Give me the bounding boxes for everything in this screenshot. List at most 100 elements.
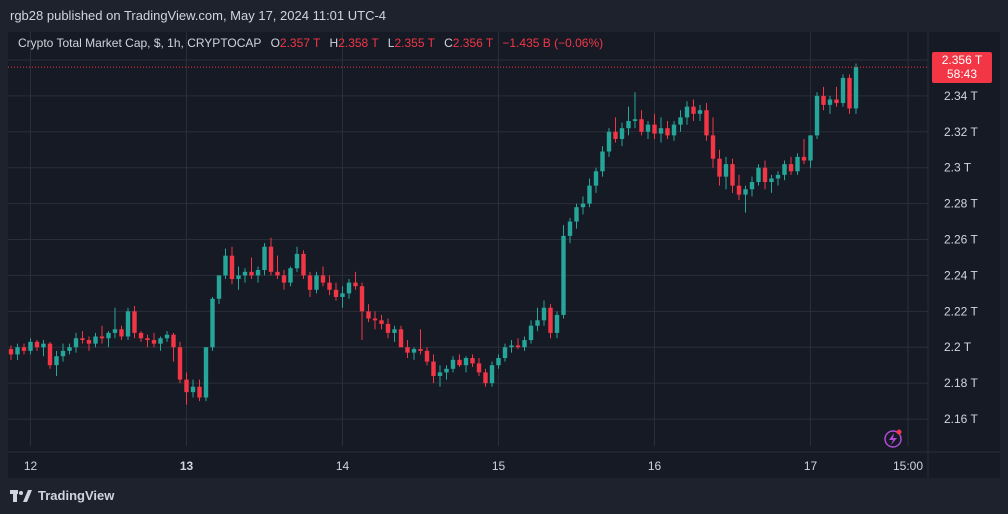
candle xyxy=(730,158,735,193)
bar-countdown: 58:43 xyxy=(946,67,978,81)
change-value: −1.435 B (−0.06%) xyxy=(502,36,604,50)
low-label: L xyxy=(387,36,395,50)
candle xyxy=(392,325,397,342)
candle xyxy=(353,271,358,290)
candle xyxy=(652,113,657,139)
candle xyxy=(684,101,690,125)
open-value: 2.357 T xyxy=(279,36,321,50)
candle xyxy=(262,243,267,276)
candle xyxy=(548,304,553,339)
candle xyxy=(717,149,722,186)
candle xyxy=(541,300,547,326)
candle xyxy=(281,270,287,290)
symbol-name[interactable]: Crypto Total Market Cap, $, 1h, CRYPTOCA… xyxy=(18,36,262,50)
candle xyxy=(463,356,469,373)
candle xyxy=(41,340,46,357)
footer-branding[interactable]: TradingView xyxy=(10,488,114,503)
candle xyxy=(853,63,859,114)
candle xyxy=(626,106,631,136)
candle xyxy=(580,196,586,215)
candle xyxy=(314,271,319,294)
candle xyxy=(574,203,579,229)
candle xyxy=(639,110,644,136)
candle xyxy=(197,379,202,402)
candle xyxy=(788,156,794,175)
candle xyxy=(444,365,449,380)
candle xyxy=(73,332,79,353)
y-tick-label: 2.3 T xyxy=(944,161,972,175)
candle xyxy=(54,350,59,376)
candle xyxy=(249,257,254,280)
footer-brand-text: TradingView xyxy=(38,488,115,503)
candle xyxy=(216,275,222,305)
candle xyxy=(132,305,137,339)
x-tick-label: 15:00 xyxy=(893,459,923,473)
candle xyxy=(600,146,605,177)
candle xyxy=(171,332,176,362)
candle xyxy=(346,279,352,299)
candle xyxy=(86,336,92,351)
candle xyxy=(236,266,241,290)
candle xyxy=(697,104,703,122)
candle xyxy=(268,237,274,276)
candle xyxy=(99,325,105,344)
grid-lines xyxy=(8,32,1000,478)
candle xyxy=(60,343,66,362)
y-tick-label: 2.22 T xyxy=(944,304,978,318)
candle xyxy=(762,160,768,190)
candle xyxy=(522,336,527,351)
candle xyxy=(509,340,514,353)
candle xyxy=(333,282,339,301)
candle xyxy=(645,121,651,139)
candle xyxy=(613,117,618,143)
candle xyxy=(678,110,683,132)
y-tick-label: 2.32 T xyxy=(944,125,978,139)
candlestick-chart[interactable]: 2.16 T 2.18 T 2.2 T 2.22 T 2.24 T 2.26 T 2.28 … xyxy=(8,32,1000,478)
high-value: 2.358 T xyxy=(338,36,379,50)
candle xyxy=(437,365,443,387)
x-tick-label: 15 xyxy=(492,459,506,473)
candle xyxy=(372,311,378,330)
candle xyxy=(15,343,20,360)
last-price-value: 2.356 T xyxy=(941,53,983,67)
candle xyxy=(587,178,592,208)
candle xyxy=(489,361,495,387)
candle xyxy=(658,117,664,143)
candle xyxy=(606,128,612,157)
candle xyxy=(190,379,196,398)
candle xyxy=(801,138,807,165)
x-tick-label: 17 xyxy=(804,459,818,473)
candle xyxy=(847,74,852,114)
candle xyxy=(502,343,508,362)
candle xyxy=(177,341,183,384)
candle xyxy=(158,336,163,351)
candle xyxy=(827,95,833,114)
candle xyxy=(710,117,716,168)
candle xyxy=(93,332,98,348)
high-label: H xyxy=(329,36,339,50)
candle xyxy=(359,282,365,341)
lightning-icon[interactable] xyxy=(884,429,902,448)
candle xyxy=(340,286,345,308)
candle xyxy=(379,314,384,330)
candle xyxy=(223,248,228,280)
candle xyxy=(255,266,261,283)
candle xyxy=(450,356,456,373)
published-header: rgb28 published on TradingView.com, May … xyxy=(10,8,387,23)
candle xyxy=(164,331,170,342)
candle xyxy=(671,121,677,141)
candle xyxy=(743,185,748,213)
candle xyxy=(483,368,488,387)
close-value: 2.356 T xyxy=(452,36,494,50)
low-value: 2.355 T xyxy=(394,36,435,50)
candle xyxy=(808,135,813,168)
candle xyxy=(8,345,14,360)
chart-pane[interactable]: 2.16 T 2.18 T 2.2 T 2.22 T 2.24 T 2.26 T 2.28 … xyxy=(8,32,1000,478)
time-axis[interactable]: 12 13 14 15 16 17 15:00 xyxy=(24,459,924,473)
candle xyxy=(431,354,436,384)
candle xyxy=(411,347,417,360)
candle xyxy=(327,275,332,296)
candle xyxy=(288,266,293,287)
candle xyxy=(112,307,118,339)
price-axis[interactable]: 2.16 T 2.18 T 2.2 T 2.22 T 2.24 T 2.26 T 2.28 … xyxy=(944,53,978,426)
